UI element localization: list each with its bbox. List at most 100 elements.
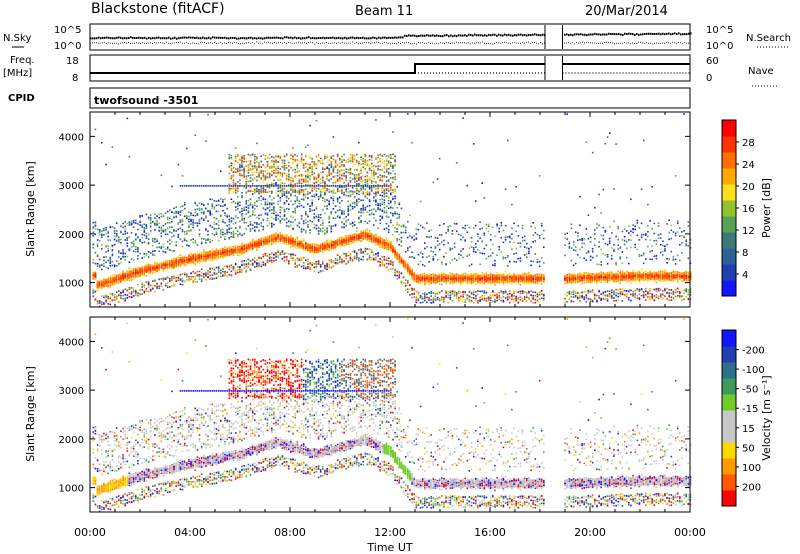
power-cell <box>133 291 135 293</box>
power-cell <box>133 269 135 271</box>
power-cell <box>150 230 152 232</box>
power-cell <box>137 236 139 238</box>
power-cell <box>141 289 143 291</box>
power-cell <box>93 247 95 249</box>
power-cell <box>99 281 101 283</box>
power-cell <box>127 243 129 245</box>
power-cell <box>120 295 122 297</box>
power-cell <box>129 224 131 226</box>
power-cell <box>110 281 112 283</box>
power-cell <box>144 290 146 292</box>
power-cell <box>144 224 146 226</box>
power-cell <box>139 224 141 226</box>
power-cell <box>93 228 95 230</box>
power-cell <box>129 249 131 251</box>
power-cell <box>112 279 114 281</box>
power-cell <box>101 230 103 232</box>
power-cell <box>146 227 148 229</box>
power-cell <box>146 224 148 226</box>
cpid-label: CPID <box>8 93 35 104</box>
power-cell <box>137 247 139 249</box>
power-cell <box>107 268 109 270</box>
power-cell <box>93 262 95 264</box>
power-cell <box>97 282 99 284</box>
nave-label: Nave <box>748 66 774 77</box>
power-cell <box>127 118 129 120</box>
power-cell <box>110 227 112 229</box>
power-cell <box>95 228 97 230</box>
power-cell <box>124 300 126 302</box>
power-cell <box>95 222 97 224</box>
power-cell <box>124 253 126 255</box>
power-cell <box>131 276 133 278</box>
power-cell <box>97 246 99 248</box>
power-cell <box>146 290 148 292</box>
power-cell <box>116 260 118 262</box>
power-cell <box>103 259 105 261</box>
power-cell <box>137 267 139 269</box>
power-cell <box>133 241 135 243</box>
power-cell <box>131 246 133 248</box>
power-cell <box>118 301 120 303</box>
power-cell <box>122 270 124 272</box>
power-cell <box>146 214 148 216</box>
power-cell <box>150 272 152 274</box>
power-cell <box>120 280 122 282</box>
power-cell <box>114 274 116 276</box>
power-cell <box>127 277 129 279</box>
power-cell <box>146 282 148 284</box>
power-cell <box>124 298 126 300</box>
power-cell <box>99 232 101 234</box>
power-cell <box>122 290 124 292</box>
power-cell <box>114 239 116 241</box>
power-cell <box>144 285 146 287</box>
power-cell <box>101 142 103 144</box>
power-cell <box>105 227 107 229</box>
power-cell <box>122 253 124 255</box>
power-cell <box>103 279 105 281</box>
power-cell <box>95 278 97 280</box>
station-title: Blackstone (fitACF) <box>91 1 225 17</box>
power-cell <box>137 269 139 271</box>
power-cell <box>146 253 148 255</box>
freq-tick-top: 18 <box>66 56 79 67</box>
power-cell <box>135 293 137 295</box>
power-cell <box>150 218 152 220</box>
power-cell <box>146 233 148 235</box>
power-cell <box>114 297 116 299</box>
power-cell <box>148 234 150 236</box>
power-cell <box>116 236 118 238</box>
freq-tick-bottom: 8 <box>72 73 78 84</box>
noise-tick-top-right: 10^5 <box>706 25 733 36</box>
power-cell <box>107 248 109 250</box>
beam-title: Beam 11 <box>355 4 413 19</box>
power-cell <box>112 261 114 263</box>
power-cell <box>122 249 124 251</box>
power-cell <box>131 220 133 222</box>
power-cell <box>114 294 116 296</box>
noise-tick-bottom-right: 10^0 <box>706 41 733 52</box>
power-cell <box>131 279 133 281</box>
power-cell <box>124 277 126 279</box>
power-cell <box>95 299 97 301</box>
power-cell <box>116 222 118 224</box>
power-cell <box>99 240 101 242</box>
power-cell <box>99 264 101 266</box>
noise-lines <box>90 25 692 49</box>
power-cell <box>93 235 95 237</box>
power-cell <box>93 277 95 279</box>
power-cell <box>93 274 95 276</box>
power-cell <box>112 245 114 247</box>
power-cell <box>124 229 126 231</box>
power-cell <box>148 251 150 253</box>
power-cell <box>146 266 148 268</box>
power-cell <box>137 255 139 257</box>
power-cell <box>133 250 135 252</box>
power-cell <box>139 294 141 296</box>
power-cell <box>150 252 152 254</box>
power-cell <box>97 284 99 286</box>
power-cell <box>141 283 143 285</box>
power-cell <box>105 284 107 286</box>
power-cell <box>124 239 126 241</box>
power-cell <box>133 226 135 228</box>
